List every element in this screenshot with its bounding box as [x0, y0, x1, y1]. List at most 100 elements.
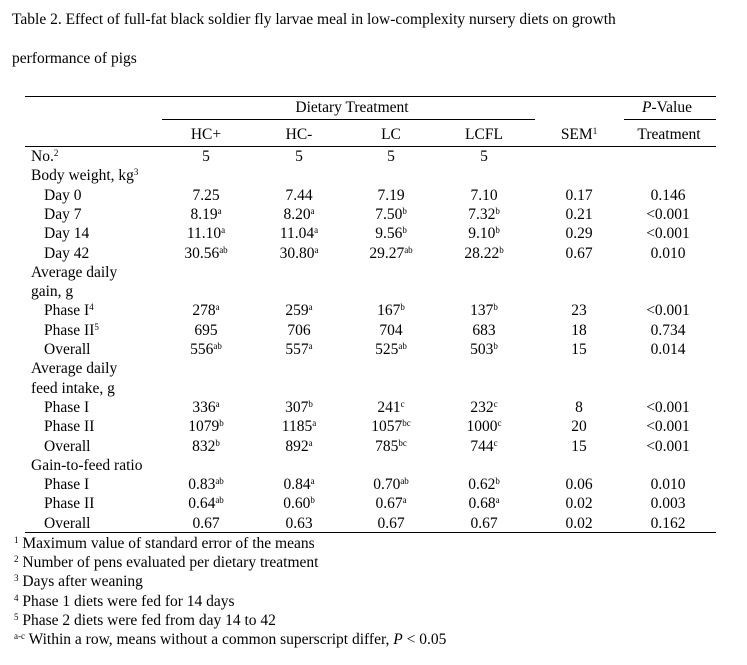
- table-row: feed intake, g: [0, 379, 747, 399]
- value-cell: 7.50b: [375, 205, 407, 223]
- value-cell: 785bc: [375, 437, 407, 455]
- value-cell: 695: [194, 321, 218, 339]
- bottom-rule: [25, 532, 716, 533]
- pvalue-cell: 0.014: [650, 341, 686, 358]
- value-cell: 706: [287, 321, 311, 339]
- column-header-sem: SEM1: [560, 126, 598, 143]
- table-row: Phase I 336a 307b 241c 232c 8 <0.001: [0, 398, 747, 418]
- row-label: feed intake, g: [31, 379, 115, 397]
- row-label: Phase I: [44, 476, 90, 494]
- footnote: 4 Phase 1 diets were fed for 14 days: [14, 592, 235, 610]
- sem-cell: 15: [571, 437, 587, 455]
- row-label: Gain-to-feed ratio: [31, 456, 143, 474]
- value-cell: 9.56b: [375, 225, 407, 243]
- value-cell: 5: [202, 148, 210, 165]
- value-cell: 1000c: [466, 418, 502, 436]
- value-cell: 29.27ab: [369, 244, 413, 262]
- value-cell: 1079b: [188, 418, 224, 436]
- column-header-hc-minus: HC-: [285, 126, 313, 143]
- sem-cell: 20: [571, 418, 587, 436]
- value-cell: 0.67a: [375, 495, 407, 513]
- value-cell: 525ab: [375, 341, 407, 358]
- value-cell: 1057bc: [371, 418, 411, 436]
- value-cell: 11.10a: [186, 225, 226, 243]
- value-cell: 167b: [377, 302, 405, 320]
- row-label: Average daily: [31, 360, 118, 378]
- pvalue-cell: <0.001: [646, 205, 690, 223]
- value-cell: 1185a: [281, 418, 317, 436]
- value-cell: 7.32b: [468, 205, 500, 223]
- value-cell: 8.20a: [283, 205, 315, 223]
- table-row: Gain-to-feed ratio: [0, 456, 747, 476]
- value-cell: 683: [472, 321, 496, 339]
- row-label: Average daily: [31, 263, 118, 281]
- value-cell: 7.19: [377, 186, 405, 204]
- footnote: 5 Phase 2 diets were fed from day 14 to …: [14, 611, 276, 629]
- pvalue-cell: 0.003: [650, 495, 686, 513]
- value-cell: 307b: [285, 398, 313, 416]
- treatment-group-rule: [162, 119, 535, 120]
- sem-cell: 23: [571, 302, 587, 320]
- sem-cell: 18: [571, 321, 587, 339]
- column-header-lc: LC: [381, 126, 401, 143]
- value-cell: 241c: [377, 398, 405, 416]
- row-label: Phase II: [44, 495, 95, 513]
- column-header-hc-plus: HC+: [190, 126, 222, 143]
- dietary-treatment-header: Dietary Treatment: [295, 99, 409, 116]
- row-label: Phase I4: [44, 302, 94, 320]
- value-cell: 557a: [285, 341, 313, 358]
- top-rule: [25, 96, 716, 97]
- value-cell: 0.83ab: [188, 476, 224, 494]
- column-header-treatment: Treatment: [637, 126, 701, 143]
- row-label: Overall: [44, 437, 91, 455]
- value-cell: 0.62b: [468, 476, 500, 494]
- value-cell: 0.67: [192, 514, 220, 532]
- footnote: 2 Number of pens evaluated per dietary t…: [14, 554, 319, 572]
- value-cell: 7.44: [285, 186, 313, 204]
- pvalue-header: P-Value: [642, 99, 692, 116]
- value-cell: 0.67: [377, 514, 405, 532]
- pvalue-cell: <0.001: [646, 302, 690, 320]
- table-row: Day 14 11.10a 11.04a 9.56b 9.10b 0.29 <0.001: [0, 224, 747, 244]
- table-row: Overall 556ab 557a 525ab 503b 15 0.014: [0, 340, 747, 360]
- row-label: Day 14: [44, 225, 90, 243]
- row-label: Phase I: [44, 398, 90, 416]
- footnote: 3 Days after weaning: [14, 573, 143, 591]
- value-cell: 556ab: [190, 341, 222, 358]
- value-cell: 0.63: [285, 514, 313, 532]
- value-cell: 137b: [470, 302, 498, 320]
- value-cell: 30.56ab: [184, 244, 228, 262]
- value-cell: 0.68a: [468, 495, 500, 513]
- value-cell: 832b: [192, 437, 220, 455]
- row-label: Overall: [44, 514, 91, 532]
- value-cell: 892a: [285, 437, 313, 455]
- value-cell: 0.70ab: [373, 476, 409, 494]
- table-row: Phase II 1079b 1185a 1057bc 1000c 20 <0.001: [0, 417, 747, 437]
- pvalue-cell: <0.001: [646, 437, 690, 455]
- pvalue-group-rule: [624, 119, 716, 120]
- table-row: Overall 832b 892a 785bc 744c 15 <0.001: [0, 437, 747, 457]
- value-cell: 336a: [192, 398, 220, 416]
- value-cell: 8.19a: [190, 205, 222, 223]
- row-label: No.2: [31, 148, 59, 165]
- pvalue-cell: 0.010: [650, 476, 686, 494]
- table-row: gain, g: [0, 282, 747, 302]
- value-cell: 744c: [470, 437, 498, 455]
- table-row: Day 42 30.56ab 30.80a 29.27ab 28.22b 0.67 0.01…: [0, 244, 747, 264]
- sem-cell: 0.67: [565, 244, 593, 262]
- footnote-significance: a-c Within a row, means without a common…: [14, 631, 447, 648]
- row-label: Day 0: [44, 186, 82, 204]
- value-cell: 30.80a: [279, 244, 319, 262]
- value-cell: 5: [480, 148, 488, 165]
- value-cell: 503b: [470, 341, 498, 358]
- value-cell: 0.67: [470, 514, 498, 532]
- value-cell: 5: [387, 148, 395, 165]
- pvalue-cell: <0.001: [646, 225, 690, 243]
- table-row: Body weight, kg3: [0, 166, 747, 186]
- value-cell: 0.84a: [283, 476, 315, 494]
- row-label: Phase II5: [44, 321, 99, 339]
- footnote: 1 Maximum value of standard error of the…: [14, 535, 315, 552]
- value-cell: 9.10b: [468, 225, 500, 243]
- table-row: Overall 0.67 0.63 0.67 0.67 0.02 0.162: [0, 514, 747, 534]
- value-cell: 0.60b: [283, 495, 315, 513]
